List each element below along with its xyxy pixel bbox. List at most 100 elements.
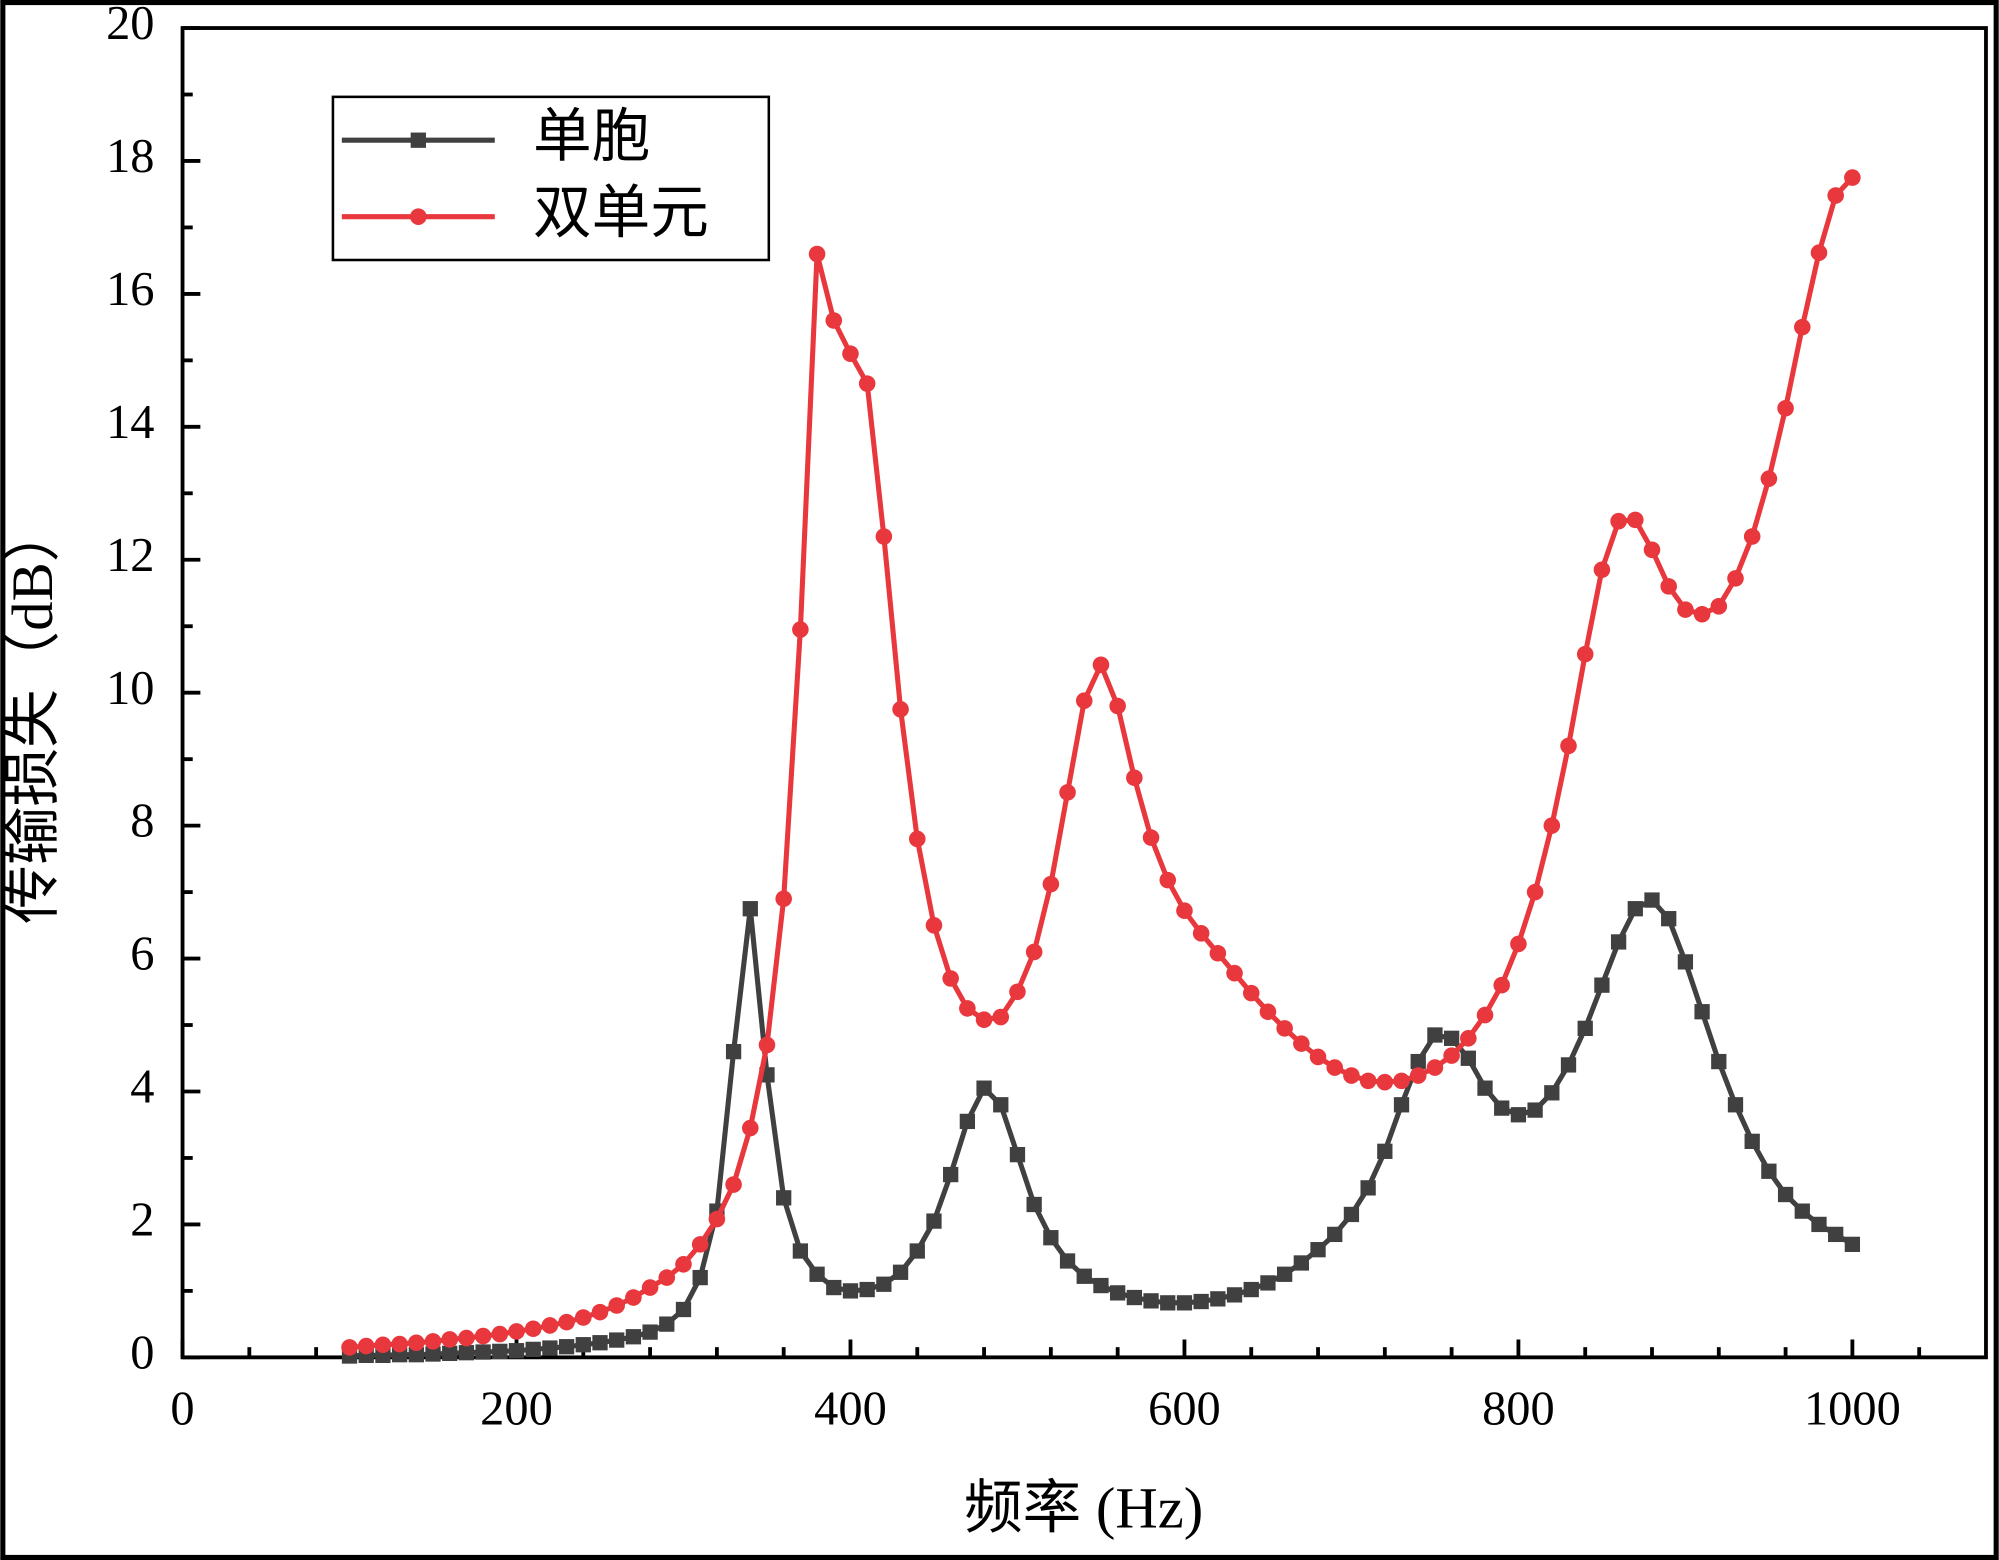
marker [775, 890, 792, 908]
marker [1176, 1295, 1193, 1311]
marker [1259, 1003, 1277, 1021]
marker [1811, 1216, 1827, 1233]
marker [541, 1317, 559, 1334]
marker [858, 375, 876, 392]
marker [1710, 598, 1728, 615]
marker [508, 1323, 525, 1340]
marker [542, 1340, 558, 1356]
marker [1043, 1230, 1059, 1246]
marker [1159, 871, 1177, 889]
marker [1460, 1050, 1476, 1066]
marker [1677, 954, 1694, 970]
marker [1761, 1163, 1777, 1179]
marker [1226, 964, 1243, 982]
marker [908, 830, 926, 848]
marker [524, 1320, 542, 1338]
marker [458, 1345, 475, 1361]
marker [1744, 1133, 1760, 1149]
marker [1376, 1073, 1394, 1091]
marker [1360, 1180, 1376, 1196]
marker [1810, 244, 1828, 261]
marker [943, 1166, 959, 1183]
y-tick-label: 4 [130, 1061, 154, 1114]
marker [776, 1190, 792, 1206]
marker [1794, 318, 1811, 336]
marker [1677, 601, 1694, 618]
y-tick-label: 20 [106, 0, 154, 50]
marker [1160, 1295, 1176, 1311]
marker [408, 1347, 424, 1363]
marker [474, 1327, 492, 1345]
marker [1610, 934, 1627, 950]
marker [1443, 1047, 1460, 1064]
marker [659, 1316, 675, 1332]
x-tick-label: 800 [1482, 1383, 1555, 1436]
marker [1343, 1206, 1360, 1223]
marker [374, 1336, 392, 1354]
marker [442, 1345, 458, 1362]
marker [1110, 1285, 1126, 1301]
marker [1727, 1097, 1744, 1113]
marker [1627, 511, 1644, 529]
marker [1393, 1072, 1410, 1090]
marker [1209, 944, 1227, 962]
marker [792, 621, 809, 638]
marker [1359, 1072, 1377, 1090]
marker [1193, 1293, 1209, 1310]
marker [1026, 1196, 1042, 1213]
marker [1760, 470, 1778, 487]
marker [926, 1213, 942, 1229]
marker [859, 1281, 875, 1298]
marker [1059, 1253, 1076, 1269]
marker [1644, 892, 1660, 908]
x-tick-label: 200 [480, 1383, 553, 1436]
marker [842, 1283, 859, 1299]
marker [691, 1236, 709, 1253]
y-tick-label: 16 [106, 263, 154, 316]
marker [1427, 1027, 1443, 1043]
marker [1293, 1035, 1310, 1052]
y-tick-label: 6 [130, 928, 154, 981]
marker [1142, 829, 1160, 846]
marker [1192, 925, 1210, 942]
marker [976, 1080, 992, 1096]
marker [1593, 561, 1611, 579]
marker [1476, 1006, 1494, 1024]
marker [1693, 605, 1711, 623]
marker [1526, 883, 1544, 901]
marker [592, 1335, 608, 1351]
marker [508, 1343, 525, 1359]
x-tick-label: 400 [814, 1383, 887, 1436]
x-tick-label: 1000 [1804, 1383, 1901, 1436]
y-axis-title: 传输损失（dB） [0, 504, 65, 924]
marker [1242, 984, 1260, 1002]
marker [1343, 1067, 1360, 1084]
marker [675, 1301, 692, 1318]
marker [692, 1269, 708, 1286]
marker [641, 1279, 659, 1296]
marker [1393, 1097, 1410, 1113]
marker [525, 1341, 541, 1358]
marker [1460, 1030, 1477, 1047]
marker [1694, 1004, 1710, 1020]
marker [1126, 769, 1143, 787]
marker [1777, 399, 1794, 417]
legend-label: 双单元 [533, 181, 709, 246]
marker [1426, 1059, 1444, 1076]
marker [1660, 578, 1677, 595]
marker [575, 1337, 591, 1353]
marker [1093, 1277, 1109, 1294]
marker [1009, 983, 1026, 1001]
marker [1143, 1293, 1159, 1309]
marker [1777, 1186, 1794, 1203]
marker [1009, 1146, 1026, 1163]
marker [1494, 1100, 1510, 1116]
marker [1577, 1020, 1593, 1036]
marker [725, 1043, 742, 1060]
marker [1560, 737, 1577, 755]
marker [792, 1243, 809, 1259]
marker [842, 345, 859, 363]
marker [809, 1266, 825, 1282]
y-tick-label: 8 [130, 795, 154, 848]
